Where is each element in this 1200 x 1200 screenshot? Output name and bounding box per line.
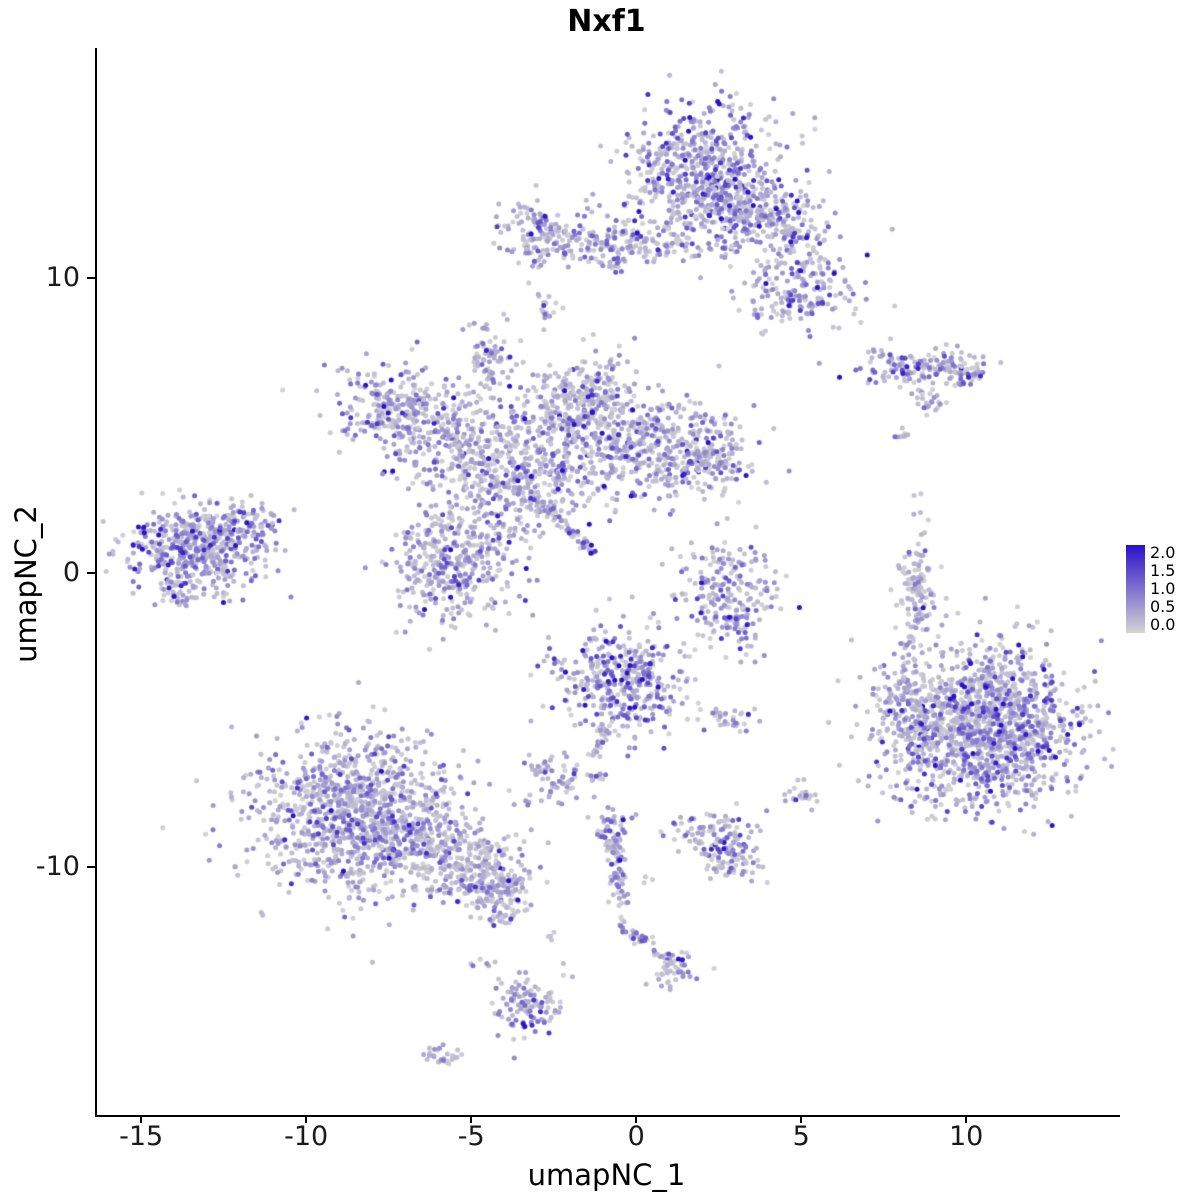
legend-tick-label: 1.5 bbox=[1150, 561, 1176, 580]
legend-labels: 2.0 1.5 1.0 0.5 0.0 bbox=[1150, 545, 1175, 633]
x-tick-mark bbox=[965, 1115, 968, 1123]
x-tick-label: -15 bbox=[119, 1121, 164, 1152]
y-tick-mark bbox=[87, 866, 95, 869]
y-tick-label: 0 bbox=[62, 556, 80, 588]
legend-gradient-bar bbox=[1126, 545, 1145, 633]
x-tick-mark bbox=[140, 1115, 143, 1123]
legend: 2.0 1.5 1.0 0.5 0.0 bbox=[1126, 545, 1175, 633]
x-tick-label: 5 bbox=[792, 1121, 810, 1152]
legend-tick-label: 0.5 bbox=[1150, 597, 1176, 616]
x-tick-mark bbox=[470, 1115, 473, 1123]
x-axis-label: umapNC_1 bbox=[527, 1158, 686, 1192]
x-tick-mark bbox=[635, 1115, 638, 1123]
legend-tick-label: 1.0 bbox=[1150, 579, 1176, 598]
y-axis-label: umapNC_2 bbox=[9, 505, 43, 663]
x-tick-mark bbox=[305, 1115, 308, 1123]
x-tick-label: 10 bbox=[949, 1121, 984, 1152]
y-tick-label: -10 bbox=[35, 851, 80, 883]
x-tick-label: 0 bbox=[627, 1121, 645, 1152]
y-tick-label: 10 bbox=[45, 261, 80, 293]
y-tick-mark bbox=[87, 276, 95, 279]
y-tick-mark bbox=[87, 571, 95, 574]
x-tick-mark bbox=[800, 1115, 803, 1123]
legend-tick-label: 0.0 bbox=[1150, 615, 1176, 634]
plot-title: Nxf1 bbox=[567, 4, 646, 39]
legend-tick-label: 2.0 bbox=[1150, 543, 1176, 562]
x-tick-label: -5 bbox=[457, 1121, 485, 1152]
x-tick-label: -10 bbox=[284, 1121, 329, 1152]
